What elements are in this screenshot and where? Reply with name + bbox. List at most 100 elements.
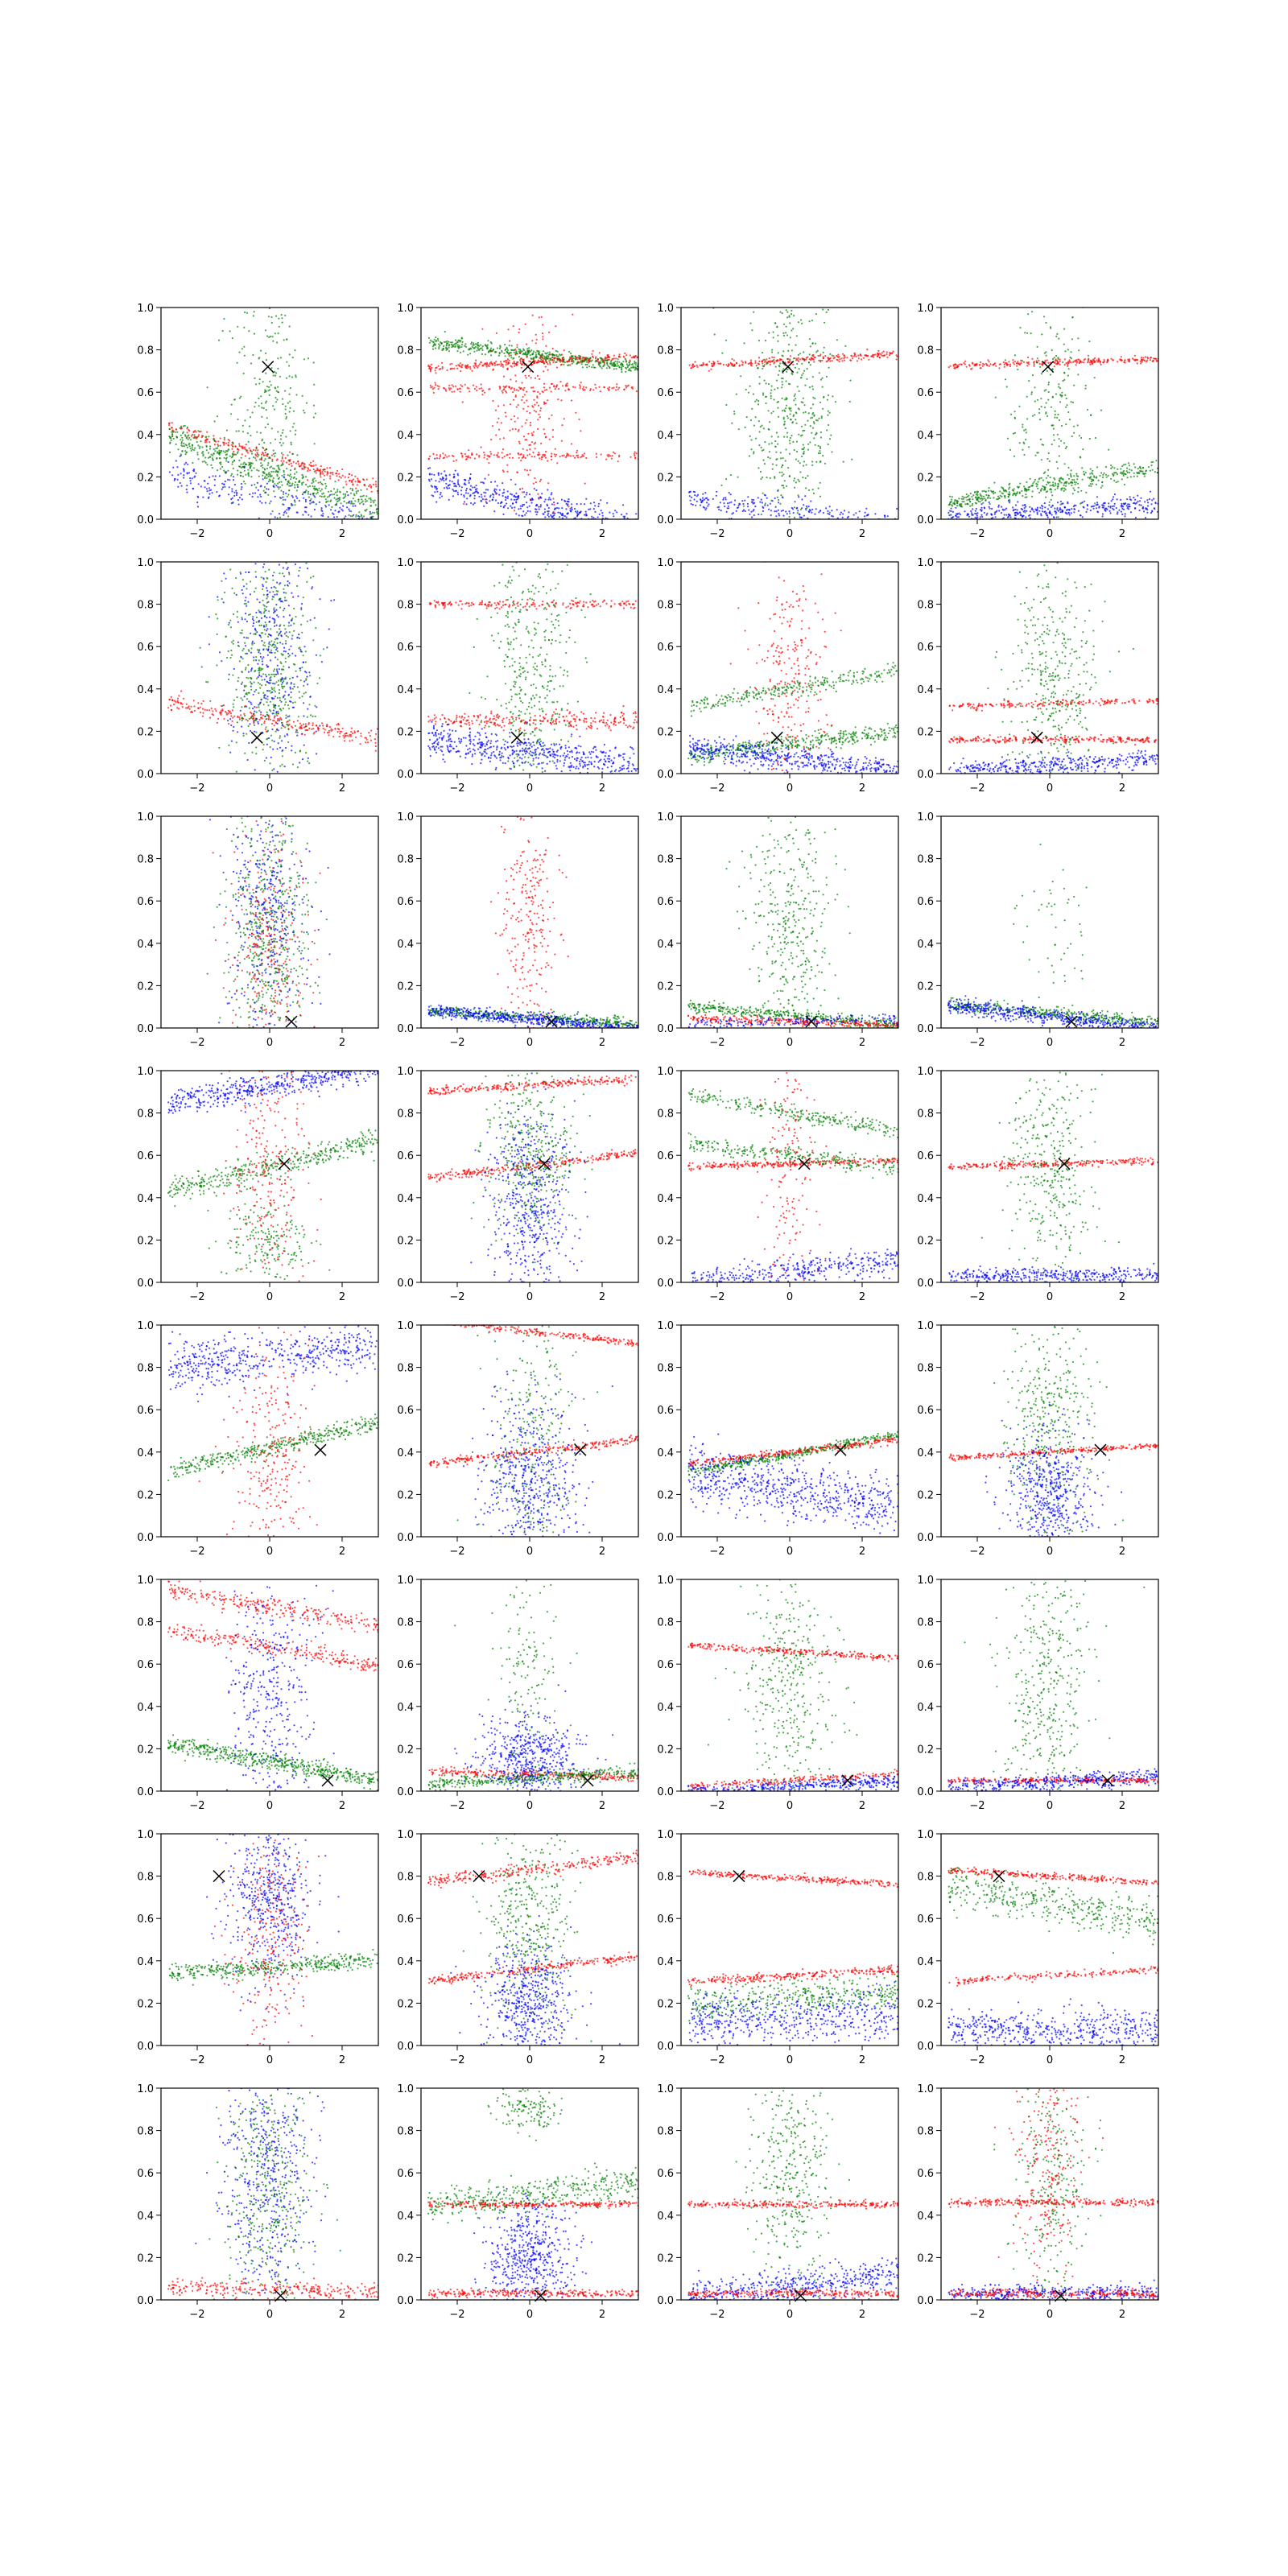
point-green [774,543,776,544]
point-green [349,492,353,494]
point-green [506,352,509,354]
point-green [221,465,224,469]
point-blue [896,531,898,533]
point-green [457,339,460,342]
point-green [515,351,518,353]
point-green [805,464,807,466]
point-green [1102,473,1104,477]
point-red [591,355,594,357]
point-blue [760,498,762,501]
point-red [514,428,517,431]
point-green [792,440,795,444]
point-blue [803,504,805,506]
point-green [238,351,241,353]
point-red [471,369,473,372]
point-green [355,492,357,494]
point-red [336,475,338,477]
point-green [241,348,243,350]
point-green [1053,477,1055,480]
point-blue [600,510,602,512]
point-blue [768,508,770,510]
point-blue [240,493,242,496]
point-green [240,466,242,469]
point-red [773,357,775,359]
point-green [770,385,773,387]
point-red [1046,359,1048,361]
point-green [1141,470,1144,473]
point-red [437,388,440,390]
point-red [606,454,609,456]
point-blue [469,473,472,476]
point-red [539,354,542,357]
point-green [1065,445,1068,448]
point-blue [324,506,328,508]
point-red [613,386,615,389]
y-tick-label: 0.0 [657,514,674,526]
point-green [807,448,810,451]
point-green [270,442,272,444]
point-green [802,397,804,399]
point-red [535,333,537,336]
point-green [1001,493,1004,495]
point-blue [732,512,735,514]
point-red [254,449,257,452]
point-green [818,372,820,374]
point-blue [227,460,229,464]
point-red [536,402,539,404]
point-blue [580,522,582,523]
point-red [831,354,833,357]
point-green [953,501,956,503]
point-green [768,443,770,445]
point-green [261,415,263,418]
point-red [878,356,881,359]
point-green [962,497,964,501]
point-blue [252,492,254,494]
point-green [267,316,270,318]
point-green [634,364,637,366]
point-green [276,398,279,401]
point-red [691,366,694,369]
point-red [733,359,736,361]
point-blue [503,506,506,508]
point-blue [531,498,534,501]
point-red [514,365,516,367]
point-red [460,384,462,386]
point-green [293,476,295,478]
point-green [301,394,303,397]
point-blue [858,510,861,513]
point-green [767,382,770,386]
point-green [364,498,367,501]
point-green [285,415,287,419]
point-blue [502,513,505,516]
point-green [819,452,822,455]
point-green [295,394,298,396]
point-green [625,363,629,365]
point-red [886,356,889,358]
point-red [549,363,551,365]
point-blue [770,510,773,512]
point-green [761,449,763,452]
point-red [458,364,460,366]
point-green [605,359,607,362]
point-green [982,502,985,504]
point-green [281,484,283,486]
point-red [844,359,846,361]
point-red [365,488,368,490]
point-red [529,448,531,451]
point-red [518,428,520,431]
point-green [793,250,795,251]
point-green [184,444,187,446]
point-red [514,394,518,397]
point-red [852,355,856,357]
point-blue [313,508,316,511]
point-green [336,490,339,493]
point-green [785,404,788,407]
point-green [270,321,273,324]
point-blue [343,517,345,519]
point-blue [473,494,476,497]
point-green [484,353,487,356]
point-green [797,460,799,463]
point-green [288,411,291,413]
point-blue [584,514,586,516]
point-red [241,447,243,449]
